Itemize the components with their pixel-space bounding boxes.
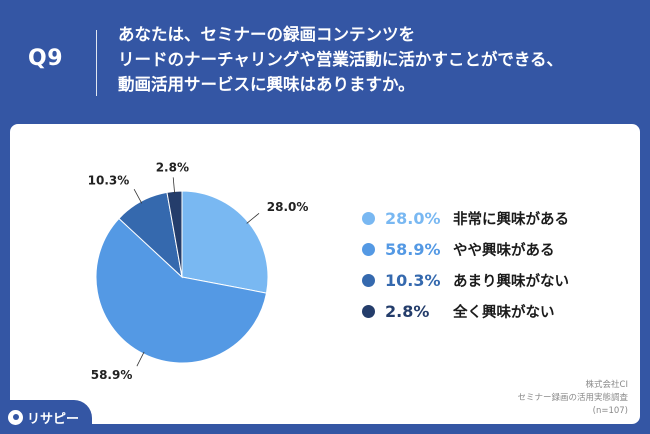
source-survey: セミナー録画の活用実態調査 — [517, 393, 628, 403]
slice-label: 58.9% — [91, 368, 133, 382]
legend-value: 2.8% — [385, 301, 430, 321]
source-note: 株式会社CI セミナー録画の活用実態調査 (n=107) — [517, 379, 628, 418]
question-line: 動画活用サービスに興味はありますか。 — [118, 75, 415, 94]
legend-label: あまり興味がない — [453, 273, 569, 290]
slice-label: 28.0% — [267, 200, 309, 214]
legend-item: 2.8% 全く興味がない — [362, 297, 569, 325]
label-leader-line — [133, 189, 143, 204]
brand-logo: リサピー — [0, 400, 92, 434]
legend-item: 10.3% あまり興味がない — [362, 266, 569, 294]
question-text: あなたは、セミナーの録画コンテンツを リードのナーチャリングや営業活動に活かすこ… — [118, 22, 643, 97]
legend-item: 28.0% 非常に興味がある — [362, 204, 569, 232]
label-leader-line — [172, 177, 176, 194]
legend-label: 非常に興味がある — [453, 211, 569, 228]
legend-value: 28.0% — [385, 208, 441, 228]
slice-label: 2.8% — [156, 160, 189, 174]
legend-item: 58.9% やや興味がある — [362, 235, 569, 263]
legend: 28.0% 非常に興味がある 58.9% やや興味がある 10.3% あまり興味… — [362, 204, 569, 328]
pie-chart: 28.0% 58.9% 10.3% 2.8% — [88, 160, 309, 382]
logo-text: リサピー — [27, 411, 80, 427]
legend-label: やや興味がある — [453, 242, 555, 259]
source-sample: (n=107) — [592, 406, 628, 416]
source-company: 株式会社CI — [585, 380, 628, 390]
label-leader-line — [246, 212, 260, 224]
legend-label: 全く興味がない — [453, 304, 555, 321]
question-line: あなたは、セミナーの録画コンテンツを — [118, 25, 415, 44]
question-line: リードのナーチャリングや営業活動に活かすことができる、 — [118, 50, 564, 69]
legend-swatch — [362, 273, 375, 287]
slice-label: 10.3% — [88, 173, 130, 187]
pie-slice — [181, 190, 269, 294]
legend-value: 10.3% — [385, 270, 441, 290]
question-number: Q9 — [28, 46, 64, 71]
legend-swatch — [362, 211, 375, 225]
legend-swatch — [362, 304, 375, 318]
question-header: Q9 あなたは、セミナーの録画コンテンツを リードのナーチャリングや営業活動に活… — [0, 0, 650, 122]
header-divider — [96, 30, 97, 96]
legend-swatch — [362, 242, 375, 256]
chart-panel: 28.0% 58.9% 10.3% 2.8% 28.0% 非常に興味がある 58.9%… — [10, 124, 640, 424]
logo-pin-icon — [8, 409, 23, 425]
legend-value: 58.9% — [385, 239, 441, 259]
label-leader-line — [136, 351, 145, 367]
